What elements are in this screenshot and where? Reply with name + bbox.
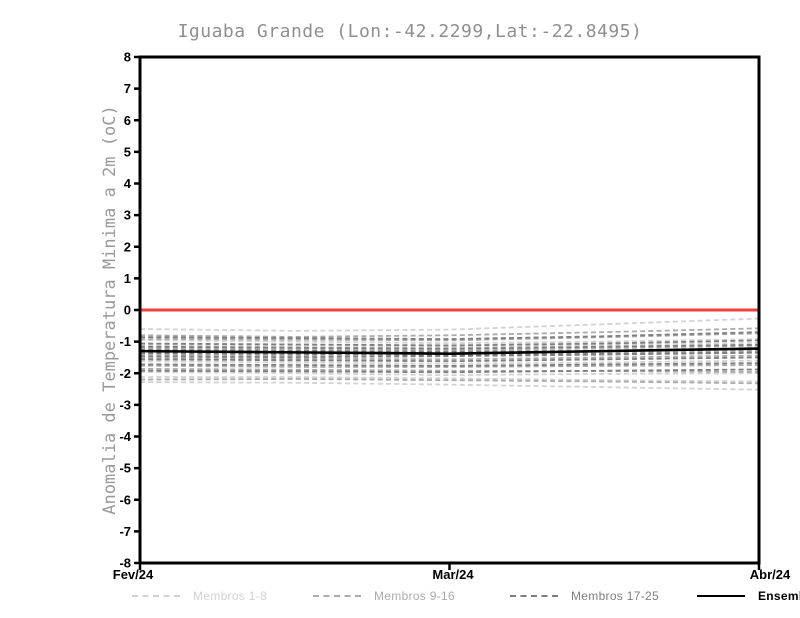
legend-item-ensemble-mean: Ensemble Mean	[697, 588, 800, 604]
dashed-line-sample-icon	[510, 595, 558, 597]
legend-label: Ensemble Mean	[758, 589, 800, 603]
y-tick-label: -6	[119, 492, 131, 507]
y-tick-label: -2	[119, 366, 131, 381]
y-tick-label: -5	[119, 461, 131, 476]
x-tick-label: Mar/24	[432, 567, 474, 582]
x-tick-label: Abr/24	[750, 567, 791, 582]
y-tick-label: -1	[119, 334, 131, 349]
legend-item-membros-1-8: Membros 1-8	[132, 588, 267, 604]
y-tick-label: 0	[124, 303, 131, 318]
y-tick-label: 8	[124, 50, 131, 65]
dashed-line-sample-icon	[313, 595, 361, 597]
y-tick-label: -4	[119, 429, 131, 444]
y-tick-label: 5	[124, 144, 131, 159]
legend-label: Membros 9-16	[374, 589, 455, 603]
legend-label: Membros 1-8	[193, 589, 267, 603]
y-tick-label: -3	[119, 397, 131, 412]
y-tick-label: 3	[124, 208, 131, 223]
solid-line-sample-icon	[697, 595, 745, 597]
y-tick-label: -8	[119, 556, 131, 571]
legend-item-membros-9-16: Membros 9-16	[313, 588, 455, 604]
x-tick-label: Fev/24	[113, 567, 154, 582]
y-tick-label: 1	[124, 271, 131, 286]
y-tick-label: 6	[124, 113, 131, 128]
dashed-line-sample-icon	[132, 595, 180, 597]
y-tick-label: 4	[124, 176, 132, 191]
y-tick-label: 7	[124, 81, 131, 96]
legend-item-membros-17-25: Membros 17-25	[510, 588, 659, 604]
y-tick-label: 2	[124, 239, 131, 254]
chart-title: Iguaba Grande (Lon:-42.2299,Lat:-22.8495…	[177, 21, 643, 42]
y-tick-label: -7	[119, 524, 131, 539]
legend-label: Membros 17-25	[571, 589, 659, 603]
legend: Membros 1-8 Membros 9-16 Membros 17-25 E…	[0, 588, 800, 606]
